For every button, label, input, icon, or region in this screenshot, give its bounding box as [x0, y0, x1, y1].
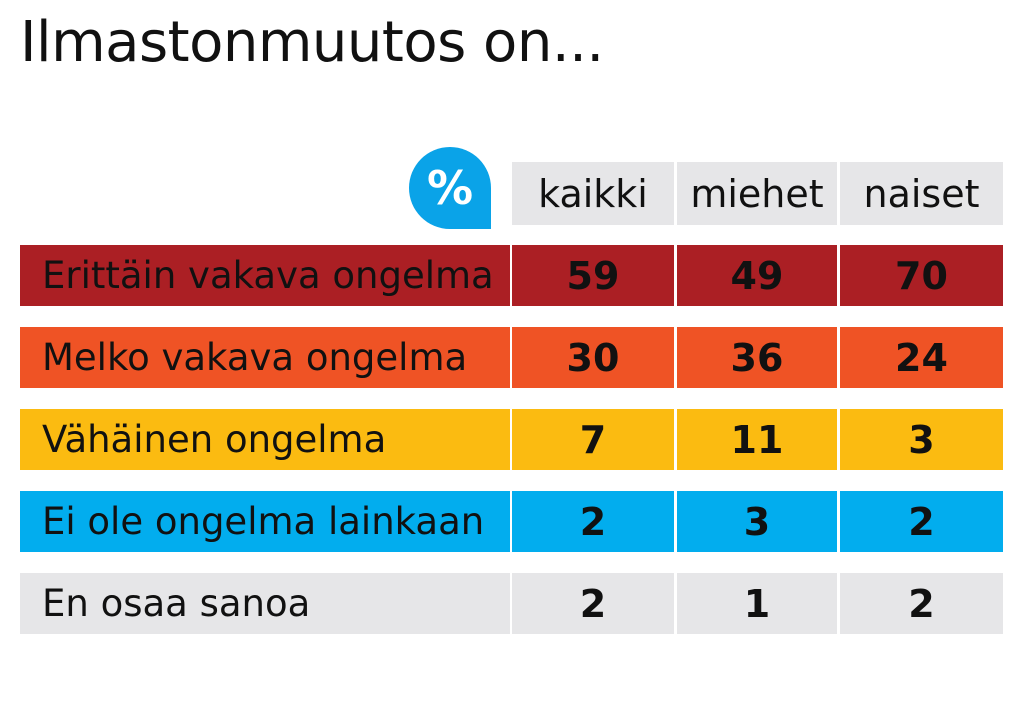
column-header-miehet: miehet — [677, 162, 837, 225]
row-label: Melko vakava ongelma — [20, 327, 510, 388]
table-cell: 70 — [840, 245, 1003, 306]
column-header-kaikki: kaikki — [512, 162, 674, 225]
table-cell: 49 — [677, 245, 837, 306]
table-cell: 1 — [677, 573, 837, 634]
table-cell: 2 — [512, 491, 674, 552]
table-cell: 24 — [840, 327, 1003, 388]
table-cell: 2 — [840, 573, 1003, 634]
table-cell: 2 — [512, 573, 674, 634]
column-header-naiset: naiset — [840, 162, 1003, 225]
table-cell: 2 — [840, 491, 1003, 552]
table-cell: 7 — [512, 409, 674, 470]
table-cell: 3 — [840, 409, 1003, 470]
percent-badge-icon: % — [409, 147, 491, 229]
table-cell: 36 — [677, 327, 837, 388]
table-cell: 11 — [677, 409, 837, 470]
row-label: Erittäin vakava ongelma — [20, 245, 510, 306]
chart-title: Ilmastonmuutos on... — [20, 10, 604, 75]
table-cell: 3 — [677, 491, 837, 552]
table-cell: 30 — [512, 327, 674, 388]
row-label: Vähäinen ongelma — [20, 409, 510, 470]
table-cell: 59 — [512, 245, 674, 306]
row-label: En osaa sanoa — [20, 573, 510, 634]
row-label: Ei ole ongelma lainkaan — [20, 491, 510, 552]
